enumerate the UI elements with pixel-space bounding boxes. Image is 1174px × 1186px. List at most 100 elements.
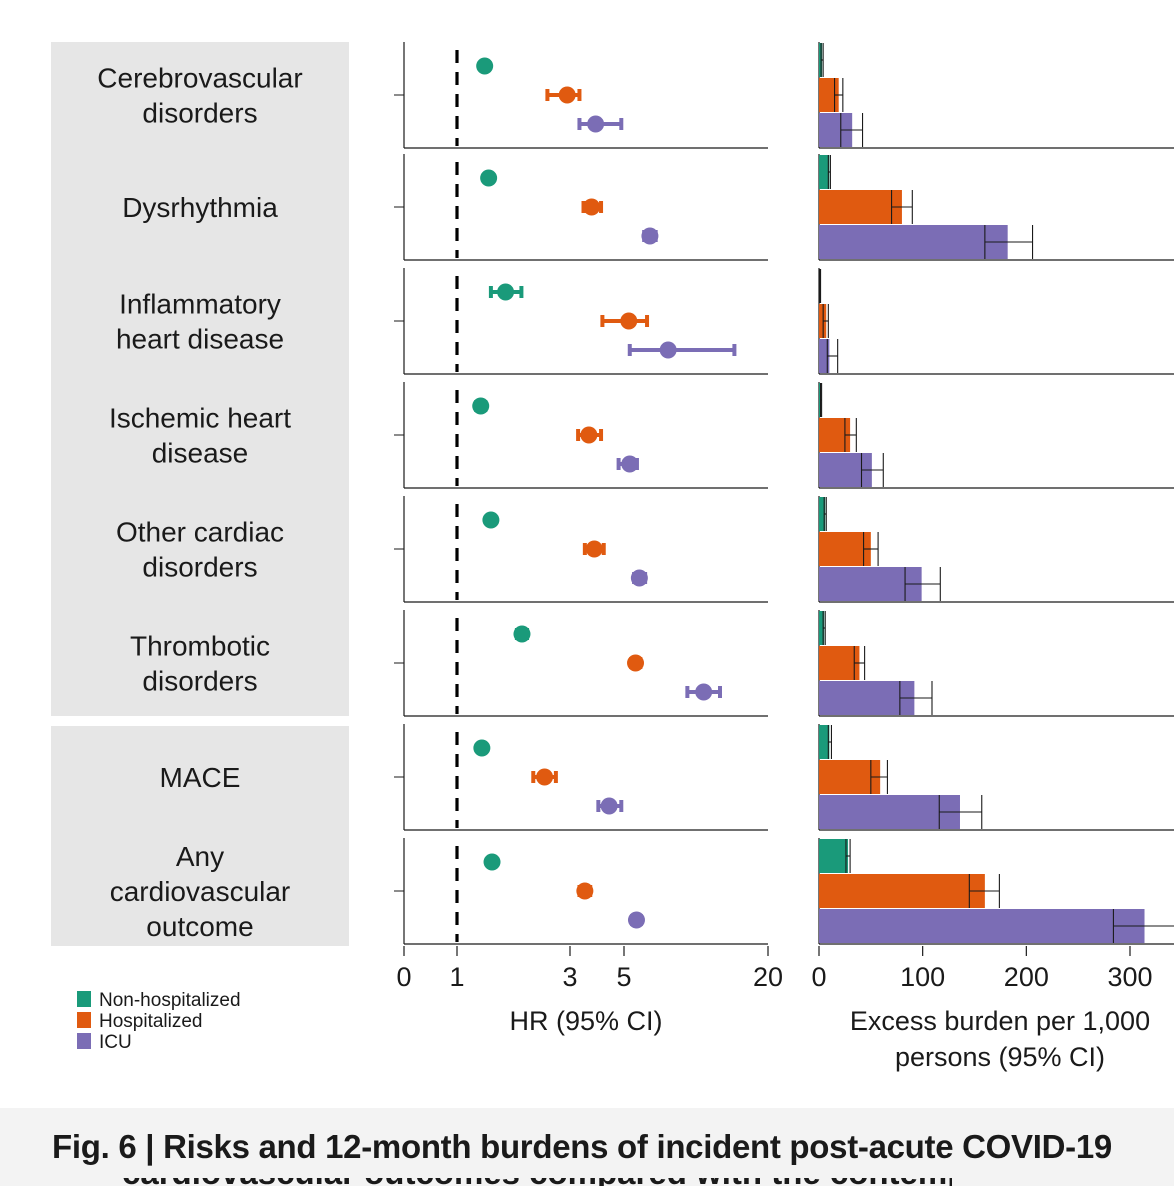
- hr-point: [580, 426, 598, 444]
- burden-panel: [818, 496, 1174, 603]
- outcome-label: disorders: [142, 552, 257, 583]
- burden-bar: [819, 339, 830, 373]
- burden-panel: [818, 154, 1174, 261]
- burden-bar: [819, 155, 830, 189]
- burden-bar: [819, 225, 1008, 259]
- hr-point: [621, 455, 639, 473]
- caption-prefix: Fig. 6 |: [52, 1128, 155, 1165]
- outcome-label: MACE: [160, 762, 241, 793]
- outcome-label: outcome: [146, 911, 253, 942]
- forest-panel: [394, 610, 768, 717]
- hr-point: [641, 227, 659, 245]
- hr-point: [482, 511, 500, 529]
- forest-panel: [394, 382, 768, 489]
- hr-axis-title: HR (95% CI): [509, 1006, 662, 1036]
- outcome-label: Inflammatory: [119, 289, 281, 320]
- forest-panel: [394, 154, 768, 261]
- burden-panel: [818, 382, 1174, 489]
- burden-bar: [819, 874, 985, 908]
- figure-caption: Fig. 6 | Risks and 12-month burdens of i…: [52, 1128, 1112, 1166]
- outcome-label-panel: Cerebrovascular disorders Dysrhythmia Infla…: [51, 42, 349, 946]
- burden-tick-label: 0: [811, 962, 826, 992]
- label-box-composite: [51, 726, 349, 946]
- forest-panel: [394, 42, 768, 149]
- hr-point: [513, 625, 531, 643]
- hr-point: [480, 169, 498, 187]
- burden-panel: [818, 610, 1174, 717]
- burden-bar: [819, 497, 826, 531]
- burden-bar: [819, 795, 960, 829]
- forest-panel: [394, 838, 768, 945]
- outcome-label: disease: [152, 438, 249, 469]
- hr-tick-label: 1: [449, 962, 464, 992]
- outcome-label: Thrombotic: [130, 631, 270, 662]
- burden-bar: [819, 78, 839, 112]
- hr-point: [585, 540, 603, 558]
- burden-panel: [818, 838, 1174, 945]
- caption-text: Risks and 12-month burdens of incident p…: [163, 1128, 1112, 1165]
- hr-point: [536, 768, 554, 786]
- legend-swatch: [77, 1033, 91, 1049]
- hr-tick-label: 20: [753, 962, 783, 992]
- burden-bar: [819, 725, 830, 759]
- forest-panel: [394, 496, 768, 603]
- hr-forest-plot: 0 1 3 5 20: [394, 42, 783, 992]
- burden-tick-label: 100: [900, 962, 945, 992]
- hr-tick-label: 5: [616, 962, 631, 992]
- hr-point: [620, 312, 638, 330]
- outcome-label: disorders: [142, 666, 257, 697]
- hr-point: [583, 198, 601, 216]
- outcome-label: Any: [176, 841, 224, 872]
- burden-bar: [819, 190, 902, 224]
- forest-panel: [394, 724, 768, 831]
- burden-bar: [819, 760, 881, 794]
- hr-tick-label: 3: [562, 962, 577, 992]
- hr-point: [659, 341, 677, 359]
- burden-bar: [819, 839, 849, 873]
- outcome-label: disorders: [142, 98, 257, 129]
- burden-tick-label: 300: [1107, 962, 1152, 992]
- legend-label: Hospitalized: [99, 1011, 203, 1032]
- outcome-label: Dysrhythmia: [122, 192, 278, 223]
- legend-label: ICU: [99, 1032, 132, 1053]
- outcome-label: heart disease: [116, 324, 284, 355]
- burden-bar: [819, 532, 871, 566]
- hr-point: [473, 739, 491, 757]
- hr-point: [627, 654, 645, 672]
- burden-tick-label: 200: [1004, 962, 1049, 992]
- burden-bar: [819, 646, 860, 680]
- hr-point: [587, 115, 605, 133]
- hr-point: [695, 683, 713, 701]
- hr-tick-label: 0: [396, 962, 411, 992]
- burden-axis-title-line-2: persons (95% CI): [895, 1042, 1105, 1072]
- hr-point: [627, 911, 645, 929]
- hr-point: [497, 283, 515, 301]
- excess-burden-bar-chart: 0 100 200 300: [811, 42, 1174, 992]
- caption-second-line: cardiovascular outcomes compared with th…: [52, 1178, 952, 1186]
- hr-point: [600, 797, 618, 815]
- caption-second-line-text: cardiovascular outcomes compared with th…: [122, 1178, 952, 1186]
- forest-panel: [394, 268, 768, 375]
- legend-label: Non-hospitalized: [99, 990, 241, 1011]
- caption-band: [0, 1108, 1174, 1186]
- legend-swatch: [77, 1012, 91, 1028]
- hr-point: [630, 569, 648, 587]
- outcome-label: Other cardiac: [116, 517, 284, 548]
- legend-swatch: [77, 991, 91, 1007]
- axis-titles: HR (95% CI) Excess burden per 1,000 person…: [509, 1006, 1150, 1072]
- burden-panel: [818, 268, 1174, 375]
- hr-point: [558, 86, 576, 104]
- outcome-label: Cerebrovascular: [97, 63, 302, 94]
- burden-bar: [819, 611, 825, 645]
- burden-bar: [819, 909, 1145, 943]
- hr-point: [576, 882, 594, 900]
- label-box-primary: [51, 42, 349, 716]
- hr-point: [476, 57, 494, 75]
- burden-panel: [818, 42, 1174, 149]
- burden-bar: [819, 681, 915, 715]
- outcome-label: Ischemic heart: [109, 403, 291, 434]
- burden-axis-title-line-1: Excess burden per 1,000: [850, 1006, 1150, 1036]
- hr-point: [483, 853, 501, 871]
